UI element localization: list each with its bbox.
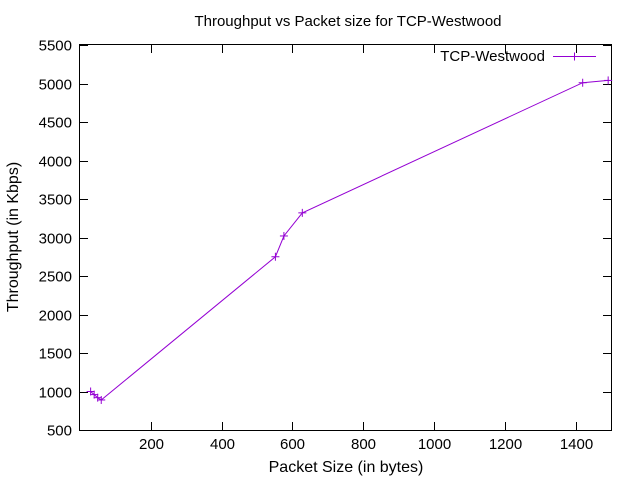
y-tick-label: 500	[47, 423, 72, 440]
y-tick-label: 2500	[39, 269, 72, 286]
data-point-marker	[604, 76, 613, 85]
series-line	[90, 79, 609, 401]
legend-plus-marker	[570, 52, 579, 61]
x-axis-ticks: 200 400 600 800 1000 1200 1400	[139, 45, 593, 453]
x-tick-label: 1400	[560, 436, 593, 453]
data-point-marker	[279, 231, 288, 240]
y-axis-title: Throughput (in Kbps)	[5, 162, 22, 312]
x-tick-label: 800	[351, 436, 376, 453]
y-tick-label: 5000	[39, 77, 72, 94]
y-tick-label: 3000	[39, 231, 72, 248]
plot-frame	[79, 44, 612, 431]
data-point-marker	[578, 78, 587, 87]
x-tick-label: 1000	[418, 436, 451, 453]
y-tick-label: 1000	[39, 385, 72, 402]
data-point-marker	[271, 252, 280, 261]
x-tick-label: 1200	[489, 436, 522, 453]
legend: TCP-Westwood	[440, 48, 596, 65]
chart-title: Throughput vs Packet size for TCP-Westwo…	[194, 13, 501, 30]
legend-marker	[570, 52, 579, 61]
x-tick-label: 600	[280, 436, 305, 453]
y-tick-label: 1500	[39, 346, 72, 363]
y-tick-label: 4000	[39, 154, 72, 171]
y-tick-label: 4500	[39, 115, 72, 132]
series-layer	[86, 76, 613, 404]
y-tick-label: 3500	[39, 192, 72, 209]
legend-label: TCP-Westwood	[440, 48, 545, 65]
y-tick-label: 5500	[39, 38, 72, 55]
data-point-marker	[298, 208, 307, 217]
data-point-marker	[97, 395, 106, 404]
y-tick-label: 2000	[39, 308, 72, 325]
x-tick-label: 200	[139, 436, 164, 453]
x-axis-title: Packet Size (in bytes)	[269, 459, 424, 476]
y-axis-ticks: 500 1000 1500 2000 2500 3000 3500 4000 4500 5000 5…	[39, 38, 611, 440]
x-tick-label: 400	[210, 436, 235, 453]
